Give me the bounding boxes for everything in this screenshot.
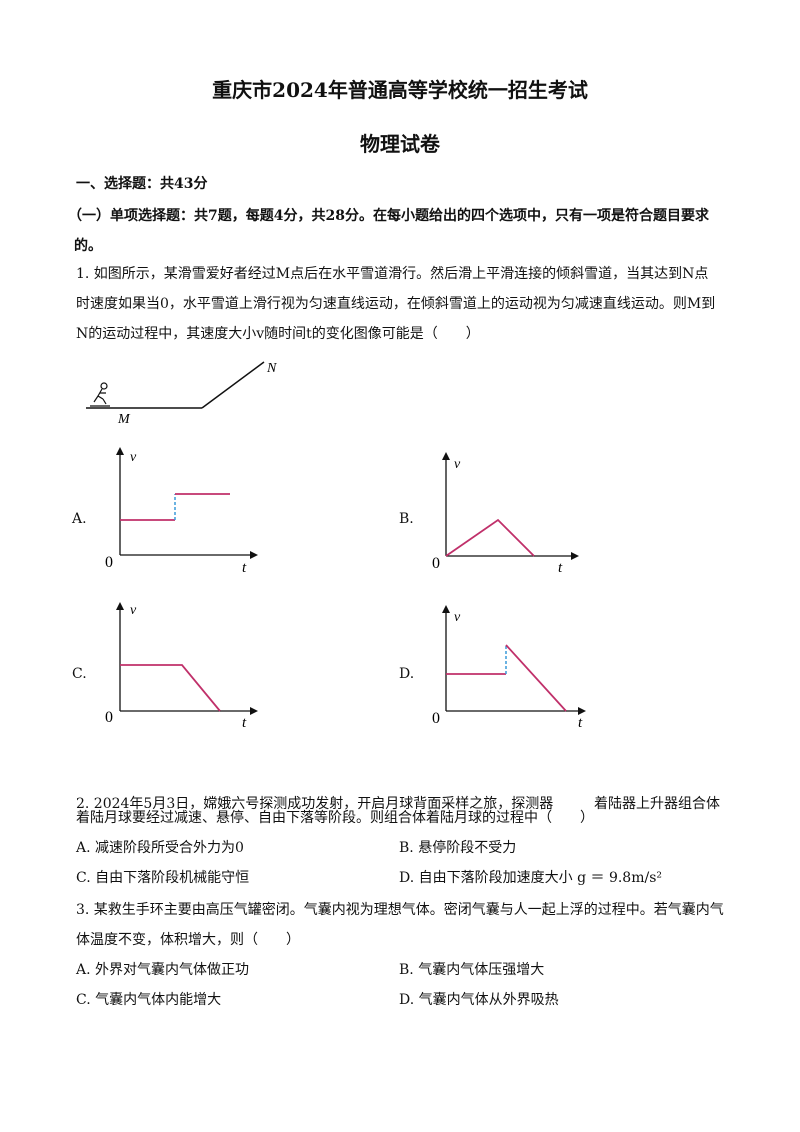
q1-slope-figure: M N: [86, 361, 277, 427]
q3-text-line1: 3. 某救生手环主要由高压气罐密闭。气囊内视为理想气体。密闭气囊与人一起上浮的过…: [76, 902, 724, 918]
option-b-label[interactable]: B.: [399, 511, 414, 527]
q3-option-b[interactable]: B. 气囊内气体压强增大: [399, 962, 545, 978]
skier-icon: [90, 382, 110, 407]
option-b-graph: v t 0: [432, 452, 579, 575]
label-N: N: [266, 361, 277, 376]
axis-label-t: t: [242, 715, 247, 730]
axis-label-t: t: [242, 560, 247, 575]
section-heading: 一、选择题：共43分: [76, 176, 208, 192]
q2-option-c[interactable]: C. 自由下落阶段机械能守恒: [76, 870, 250, 886]
origin-label: 0: [432, 555, 440, 572]
option-d-graph: v t 0: [432, 605, 586, 730]
origin-label: 0: [105, 709, 113, 726]
q2-text-line1b: 着陆器上升器组合体: [594, 796, 720, 812]
label-M: M: [117, 412, 131, 427]
q2-option-a[interactable]: A. 减速阶段所受合外力为0: [76, 840, 244, 856]
axis-label-t: t: [558, 560, 563, 575]
q1-text-line1: 1. 如图所示，某滑雪爱好者经过M点后在水平雪道滑行。然后滑上平滑连接的倾斜雪道…: [76, 266, 709, 282]
q1-text-line2: 时速度如果当0，水平雪道上滑行视为匀速直线运动，在倾斜雪道上的运动视为匀减速直线…: [76, 296, 716, 312]
q2-text-line1a: 2. 2024年5月3日，嫦娥六号探测成功发射，开启月球背面采样之旅，探测器: [76, 796, 554, 812]
q3-option-a[interactable]: A. 外界对气囊内气体做正功: [76, 962, 250, 978]
axis-label-v: v: [454, 457, 461, 472]
origin-label: 0: [432, 710, 440, 727]
q2-option-d[interactable]: D. 自由下落阶段加速度大小 g ＝ 9.8m/s²: [399, 870, 662, 886]
q3-option-c[interactable]: C. 气囊内气体内能增大: [76, 992, 222, 1008]
origin-label: 0: [105, 554, 113, 571]
axis-label-v: v: [130, 603, 137, 618]
page-subtitle: 物理试卷: [360, 132, 440, 156]
option-d-label[interactable]: D.: [399, 666, 415, 682]
option-a-graph: v t 0: [105, 447, 258, 575]
option-c-label[interactable]: C.: [72, 666, 87, 682]
section-subheading-line2: 的。: [74, 238, 102, 254]
option-a-label[interactable]: A.: [72, 511, 87, 527]
axis-label-v: v: [130, 450, 137, 465]
q3-option-d[interactable]: D. 气囊内气体从外界吸热: [399, 992, 559, 1008]
q3-text-line2: 体温度不变，体积增大，则（ ）: [76, 932, 300, 948]
option-c-graph: v t 0: [105, 602, 258, 730]
q2-option-b[interactable]: B. 悬停阶段不受力: [399, 840, 517, 856]
q2-text-line2: 着陆月球要经过减速、悬停、自由下落等阶段。则组合体着陆月球的过程中（ ）: [76, 810, 594, 826]
section-subheading-line1: （一）单项选择题：共7题，每题4分，共28分。在每小题给出的四个选项中，只有一项…: [68, 208, 709, 224]
page-title: 重庆市2024年普通高等学校统一招生考试: [212, 78, 588, 102]
axis-label-t: t: [578, 715, 583, 730]
q1-text-line3: N的运动过程中，其速度大小v随时间t的变化图像可能是（ ）: [76, 326, 480, 342]
axis-label-v: v: [454, 610, 461, 625]
